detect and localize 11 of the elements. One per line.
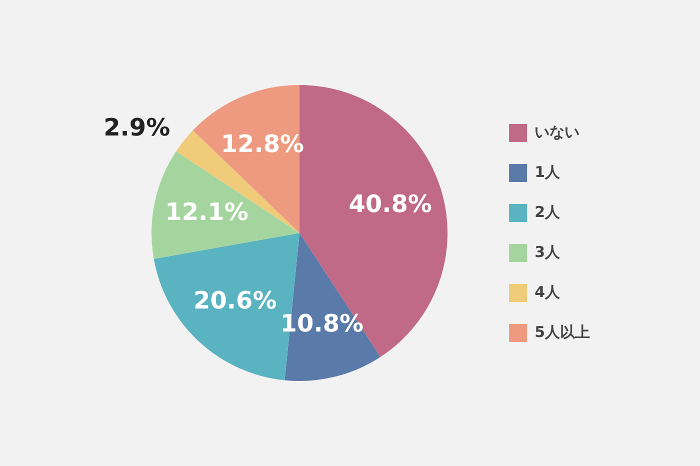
data-label: 12.1% (165, 198, 248, 226)
legend-label: いない (534, 122, 580, 141)
data-label: 2.9% (104, 114, 170, 142)
legend-label: 5人以上 (534, 322, 590, 341)
data-label: 40.8% (348, 190, 432, 218)
legend-label: 3人 (534, 242, 561, 261)
legend-label: 4人 (534, 282, 561, 301)
data-label: 20.6% (193, 286, 277, 315)
legend-label: 2人 (534, 202, 561, 221)
data-label: 12.8% (220, 130, 304, 158)
legend-label: 1人 (534, 162, 561, 181)
